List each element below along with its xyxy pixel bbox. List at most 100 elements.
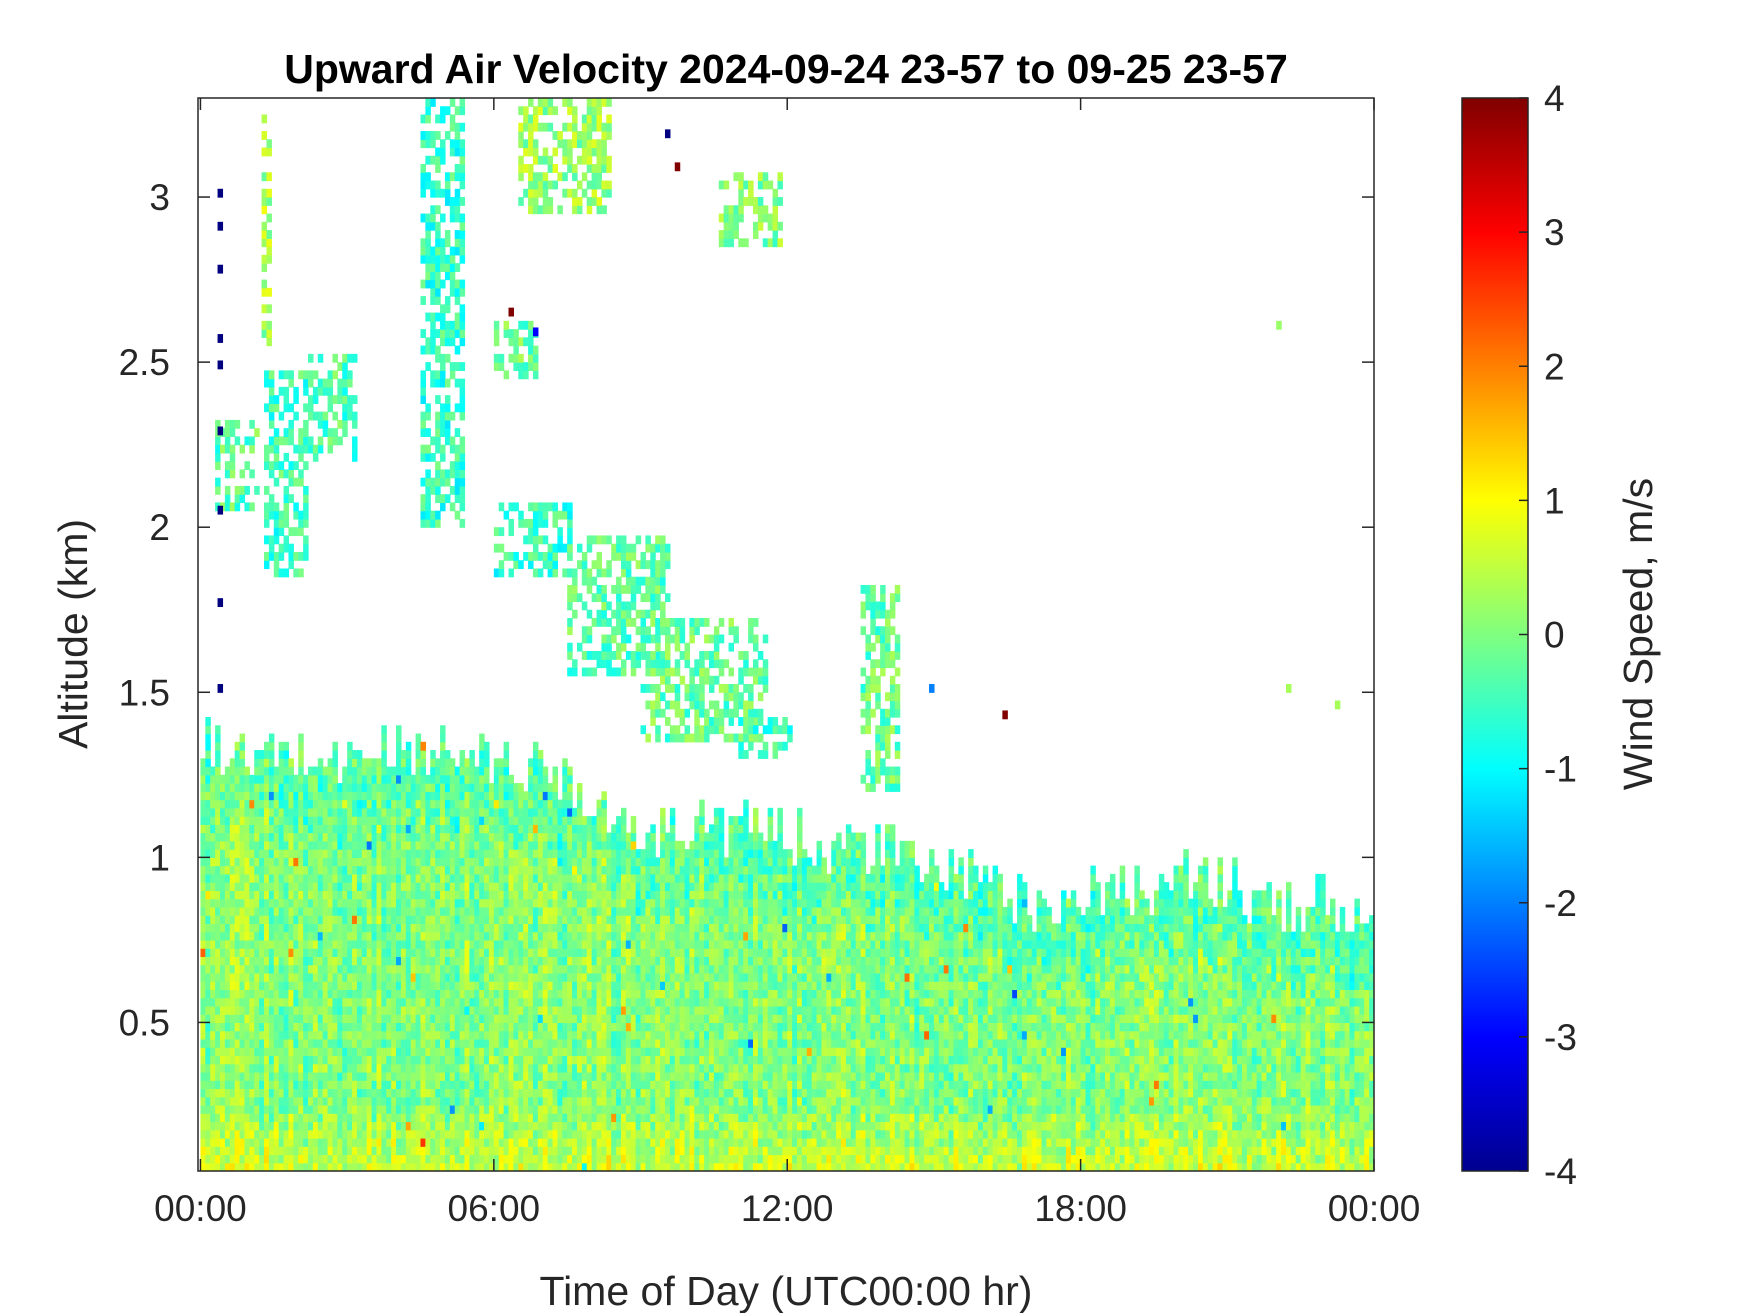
heatmap-cell (352, 1113, 358, 1123)
heatmap-cell (224, 1038, 231, 1048)
heatmap-cell (664, 1038, 671, 1048)
heatmap-cell (200, 923, 206, 933)
heatmap-cell (542, 898, 549, 908)
heatmap-cell (347, 1038, 353, 1048)
heatmap-cell (308, 1005, 314, 1015)
heatmap-cell (503, 964, 510, 974)
heatmap-cell (532, 890, 539, 900)
heatmap-cell (430, 882, 436, 891)
heatmap-cell (606, 972, 612, 982)
heatmap-cell (215, 890, 221, 900)
heatmap-cell (376, 989, 382, 999)
heatmap-cell (493, 1014, 500, 1024)
heatmap-cell (273, 1080, 280, 1090)
heatmap-cell (567, 948, 573, 957)
heatmap-cell (542, 939, 549, 949)
heatmap-cell (576, 981, 583, 991)
heatmap-cell (513, 857, 519, 867)
heatmap-cell (459, 981, 466, 991)
heatmap-cell (704, 898, 710, 908)
heatmap-cell (552, 816, 558, 825)
heatmap-cell (264, 882, 270, 891)
heatmap-cell (327, 816, 334, 825)
heatmap-cell (332, 766, 338, 776)
heatmap-cell (405, 1080, 412, 1090)
heatmap-cell (630, 981, 637, 991)
heatmap-cell (229, 1014, 236, 1024)
heatmap-cell (278, 750, 285, 759)
heatmap-cell (415, 1154, 422, 1164)
heatmap-cell (508, 857, 514, 867)
heatmap-cell (537, 816, 544, 825)
heatmap-cell (567, 1047, 573, 1057)
heatmap-cell (210, 1063, 216, 1073)
heatmap-cell (625, 849, 632, 858)
heatmap-cell (488, 1055, 495, 1065)
heatmap-cell (396, 890, 402, 900)
heatmap-cell (425, 923, 431, 933)
heatmap-cell (469, 931, 475, 941)
heatmap-cell (317, 882, 324, 891)
heatmap-cell (547, 1005, 554, 1015)
heatmap-cell (332, 1162, 338, 1171)
heatmap-cell (645, 832, 651, 842)
heatmap-cell (283, 964, 290, 974)
heatmap-cell (576, 1022, 583, 1032)
heatmap-cell (498, 890, 505, 900)
heatmap-cell (596, 857, 603, 867)
heatmap-cell (591, 923, 598, 933)
heatmap-cell (684, 1014, 691, 1024)
heatmap-cell (704, 840, 710, 850)
heatmap-cell (366, 783, 373, 792)
heatmap-cell (244, 1096, 250, 1106)
heatmap-cell (503, 1154, 510, 1164)
heatmap-cell (630, 1080, 637, 1090)
heatmap-cell (484, 964, 490, 974)
heatmap-cell (254, 948, 260, 957)
heatmap-cell (229, 882, 236, 891)
heatmap-cell (508, 989, 514, 999)
heatmap-cell (386, 865, 392, 875)
heatmap-cell (210, 1014, 216, 1024)
heatmap-cell (293, 1047, 299, 1057)
heatmap-cell (484, 832, 490, 842)
heatmap-cell (268, 923, 275, 933)
heatmap-cell (513, 972, 519, 982)
heatmap-cell (268, 882, 275, 891)
heatmap-cell (264, 1146, 270, 1156)
heatmap-cell (376, 956, 382, 966)
heatmap-cell (645, 1146, 651, 1156)
heatmap-cell (400, 915, 407, 924)
heatmap-cell (601, 832, 607, 842)
heatmap-cell (542, 849, 549, 858)
heatmap-cell (537, 1137, 544, 1147)
heatmap-cell (464, 1096, 470, 1106)
heatmap-cell (620, 1121, 627, 1131)
heatmap-cell (493, 931, 500, 941)
heatmap-cell (459, 1146, 466, 1156)
heatmap-cell (298, 1014, 304, 1024)
heatmap-cell (288, 981, 294, 991)
heatmap-cell (645, 1121, 651, 1131)
heatmap-cell (317, 1055, 324, 1065)
heatmap-cell (532, 1063, 539, 1073)
heatmap-cell (488, 981, 495, 991)
heatmap-cell (435, 882, 441, 891)
heatmap-cell (205, 807, 211, 817)
heatmap-cell (523, 948, 529, 957)
heatmap-cell (327, 906, 334, 916)
heatmap-cell (410, 799, 417, 809)
heatmap-cell (591, 1113, 598, 1123)
heatmap-cell (518, 989, 524, 999)
heatmap-cell (508, 1063, 514, 1073)
heatmap-cell (449, 972, 456, 982)
heatmap-cell (254, 1005, 260, 1015)
heatmap-cell (303, 1047, 309, 1057)
heatmap-cell (459, 1030, 466, 1040)
heatmap-cell (699, 1071, 705, 1081)
heatmap-cell (508, 849, 514, 858)
heatmap-cell (391, 1055, 397, 1065)
heatmap-cell (205, 1038, 211, 1048)
heatmap-cell (298, 1030, 304, 1040)
heatmap-cell (435, 923, 441, 933)
